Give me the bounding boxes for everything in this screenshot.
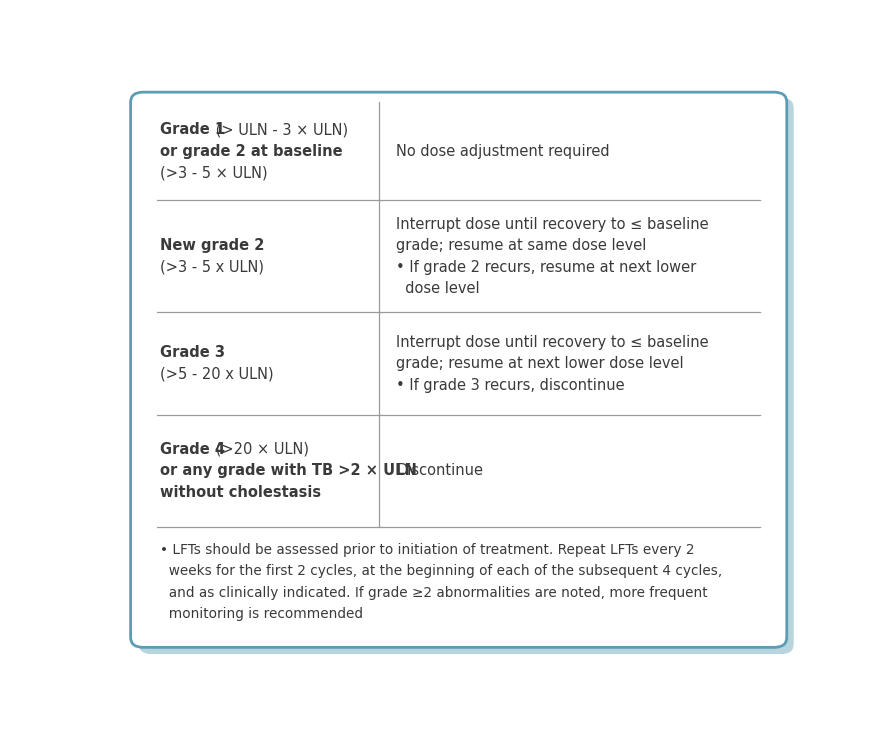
Text: grade; resume at same dose level: grade; resume at same dose level [396,238,645,253]
FancyBboxPatch shape [139,98,793,654]
Text: (>5 - 20 x ULN): (>5 - 20 x ULN) [160,367,274,381]
Text: • If grade 2 recurs, resume at next lower: • If grade 2 recurs, resume at next lowe… [396,259,696,275]
Text: grade; resume at next lower dose level: grade; resume at next lower dose level [396,356,683,371]
Text: (>3 - 5 x ULN): (>3 - 5 x ULN) [160,259,264,275]
Text: (>20 × ULN): (>20 × ULN) [211,442,308,457]
Text: and as clinically indicated. If grade ≥2 abnormalities are noted, more frequent: and as clinically indicated. If grade ≥2… [160,586,707,600]
Text: Interrupt dose until recovery to ≤ baseline: Interrupt dose until recovery to ≤ basel… [396,334,708,350]
Text: without cholestasis: without cholestasis [160,485,321,500]
Text: (>3 - 5 × ULN): (>3 - 5 × ULN) [160,165,268,180]
Text: • LFTs should be assessed prior to initiation of treatment. Repeat LFTs every 2: • LFTs should be assessed prior to initi… [160,542,694,556]
Text: Grade 1: Grade 1 [160,122,225,137]
Text: or grade 2 at baseline: or grade 2 at baseline [160,144,342,159]
Text: monitoring is recommended: monitoring is recommended [160,607,363,621]
FancyBboxPatch shape [131,92,786,648]
Text: weeks for the first 2 cycles, at the beginning of each of the subsequent 4 cycle: weeks for the first 2 cycles, at the beg… [160,564,721,578]
Text: (> ULN - 3 × ULN): (> ULN - 3 × ULN) [211,122,348,137]
Text: dose level: dose level [396,281,479,296]
Text: • If grade 3 recurs, discontinue: • If grade 3 recurs, discontinue [396,378,624,392]
Text: Grade 4: Grade 4 [160,442,225,457]
Text: No dose adjustment required: No dose adjustment required [396,144,609,159]
Text: New grade 2: New grade 2 [160,238,265,253]
Text: Interrupt dose until recovery to ≤ baseline: Interrupt dose until recovery to ≤ basel… [396,217,708,232]
Text: Discontinue: Discontinue [396,463,483,478]
Text: or any grade with TB >2 × ULN: or any grade with TB >2 × ULN [160,463,417,478]
Text: Grade 3: Grade 3 [160,345,225,360]
